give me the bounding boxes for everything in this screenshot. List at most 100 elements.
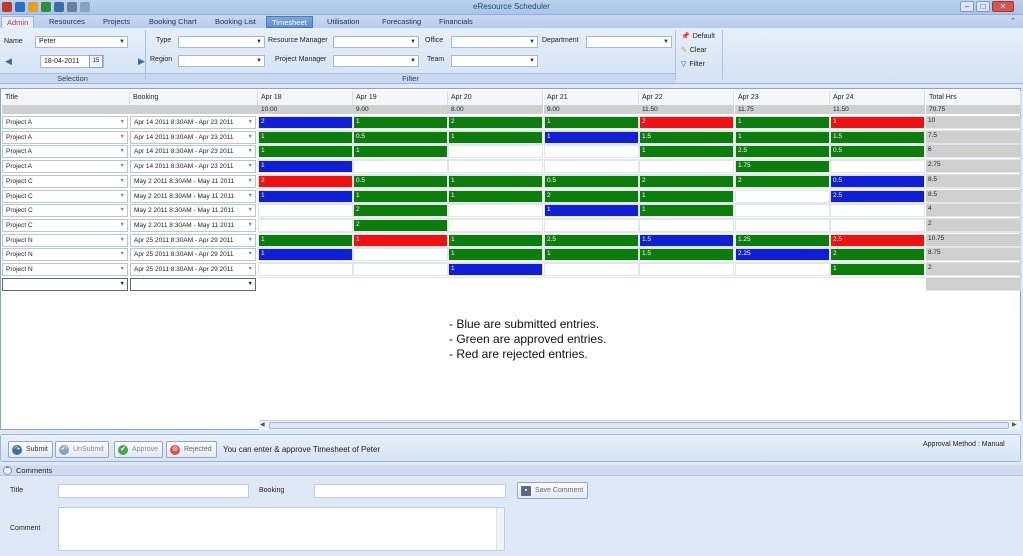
tab-booking-list[interactable]: Booking List xyxy=(215,17,256,26)
row-booking-select[interactable]: May 2 2011 8:30AM - May 11 2011 ▼ xyxy=(130,189,256,203)
hours-cell[interactable]: 1 xyxy=(448,189,543,203)
hours-cell[interactable] xyxy=(448,204,543,218)
new-row-booking-select[interactable]: ▼ xyxy=(130,277,256,291)
row-booking-select[interactable]: Apr 14 2011 8:30AM - Apr 23 2011 ▼ xyxy=(130,145,256,159)
hours-cell[interactable]: 1 xyxy=(544,116,639,129)
row-title-select[interactable]: Project A ▼ xyxy=(2,145,128,159)
hours-cell[interactable]: 1 xyxy=(544,204,639,218)
column-header-day[interactable]: Apr 20 xyxy=(448,91,543,105)
hours-cell[interactable]: 2 xyxy=(544,189,639,203)
hours-cell[interactable] xyxy=(639,218,734,232)
hours-cell[interactable] xyxy=(735,204,830,218)
hours-cell[interactable] xyxy=(258,218,353,232)
tab-timesheet[interactable]: Timesheet xyxy=(266,16,313,28)
hours-cell[interactable]: 2 xyxy=(258,116,353,129)
row-title-select[interactable]: Project N ▼ xyxy=(2,233,128,247)
comment-scrollbar[interactable] xyxy=(496,508,504,550)
tab-projects[interactable]: Projects xyxy=(103,17,131,26)
hours-cell[interactable]: 1 xyxy=(830,263,925,276)
hours-cell[interactable]: 2.5 xyxy=(735,145,830,159)
row-booking-select[interactable]: Apr 25 2011 8:30AM - Apr 29 2011 ▼ xyxy=(130,248,256,262)
row-title-select[interactable]: Project C ▼ xyxy=(2,189,128,203)
hours-cell[interactable] xyxy=(735,263,830,276)
column-header-day[interactable]: Apr 24 xyxy=(830,91,925,105)
column-header-day[interactable]: Apr 18 xyxy=(258,91,353,105)
hours-cell[interactable]: 1 xyxy=(353,189,448,203)
hours-cell[interactable] xyxy=(448,218,543,232)
hours-cell[interactable]: 2 xyxy=(353,204,448,218)
hours-cell[interactable]: 1 xyxy=(544,248,639,262)
column-header-day[interactable]: Apr 22 xyxy=(639,91,734,105)
hours-cell[interactable] xyxy=(353,160,448,174)
row-title-select[interactable]: Project A ▼ xyxy=(2,160,128,174)
hours-cell[interactable]: 1.5 xyxy=(830,130,925,144)
row-title-select[interactable]: Project A ▼ xyxy=(2,130,128,144)
hours-cell[interactable]: 2.25 xyxy=(735,248,830,262)
hours-cell[interactable]: 0.5 xyxy=(830,145,925,159)
hours-cell[interactable] xyxy=(830,218,925,232)
row-booking-select[interactable]: May 2 2011 8:30AM - May 11 2011 ▼ xyxy=(130,204,256,218)
hours-cell[interactable]: 2.5 xyxy=(830,233,925,247)
hours-cell[interactable]: 2.5 xyxy=(830,189,925,203)
hours-cell[interactable] xyxy=(544,218,639,232)
hours-cell[interactable]: 1 xyxy=(448,248,543,262)
approve-button[interactable]: ✔ Approve xyxy=(114,441,164,458)
hours-cell[interactable]: 1 xyxy=(258,248,353,262)
row-booking-select[interactable]: Apr 25 2011 8:30AM - Apr 29 2011 ▼ xyxy=(130,263,256,276)
chart-icon[interactable] xyxy=(41,2,51,12)
submit-button[interactable]: ↷ Submit xyxy=(8,441,53,458)
hours-cell[interactable]: 0.5 xyxy=(544,174,639,188)
column-header-day[interactable]: Apr 21 xyxy=(544,91,639,105)
ribbon-collapse-icon[interactable]: ⌃ xyxy=(1010,18,1016,25)
hours-cell[interactable]: 2 xyxy=(258,174,353,188)
column-header-day[interactable]: Apr 19 xyxy=(353,91,448,105)
hours-cell[interactable]: 1.25 xyxy=(735,233,830,247)
department-select[interactable]: ▼ xyxy=(586,36,672,48)
collapse-icon[interactable]: ⌃ xyxy=(3,466,12,475)
key-icon[interactable] xyxy=(28,2,38,12)
hours-cell[interactable]: 1 xyxy=(258,189,353,203)
hours-cell[interactable] xyxy=(639,160,734,174)
row-title-select[interactable]: Project C ▼ xyxy=(2,174,128,188)
hours-cell[interactable]: 1 xyxy=(735,130,830,144)
row-booking-select[interactable]: Apr 25 2011 8:30AM - Apr 29 2011 ▼ xyxy=(130,233,256,247)
unsubmit-button[interactable]: ↶ UnSubmit xyxy=(55,441,109,458)
hours-cell[interactable]: 1 xyxy=(448,233,543,247)
hours-cell[interactable]: 1 xyxy=(258,233,353,247)
app-icon[interactable] xyxy=(2,2,12,12)
hours-cell[interactable] xyxy=(544,160,639,174)
resource-manager-select[interactable]: ▼ xyxy=(333,36,419,48)
hours-cell[interactable]: 1.5 xyxy=(639,130,734,144)
scroll-thumb[interactable] xyxy=(269,422,1009,429)
hours-cell[interactable]: 2.5 xyxy=(544,233,639,247)
hours-cell[interactable]: 0.5 xyxy=(353,130,448,144)
hours-cell[interactable] xyxy=(353,263,448,276)
comments-header[interactable]: ⌃ Comments xyxy=(0,465,1023,476)
hours-cell[interactable] xyxy=(735,218,830,232)
tab-booking-chart[interactable]: Booking Chart xyxy=(149,17,197,26)
row-booking-select[interactable]: Apr 14 2011 8:30AM - Apr 23 2011 ▼ xyxy=(130,130,256,144)
scroll-left-icon[interactable]: ◀ xyxy=(260,422,265,428)
hours-cell[interactable]: 1 xyxy=(639,204,734,218)
hours-cell[interactable] xyxy=(830,160,925,174)
hours-cell[interactable]: 2 xyxy=(830,248,925,262)
name-select[interactable]: Peter ▼ xyxy=(35,36,128,48)
hours-cell[interactable] xyxy=(353,248,448,262)
horizontal-scrollbar[interactable]: ◀ ▶ xyxy=(259,420,1021,430)
hours-cell[interactable]: 1 xyxy=(258,145,353,159)
row-title-select[interactable]: Project N ▼ xyxy=(2,263,128,276)
hours-cell[interactable]: 1 xyxy=(258,160,353,174)
hours-cell[interactable] xyxy=(544,145,639,159)
date-field[interactable]: 18-04-2011 xyxy=(40,55,104,68)
tab-financials[interactable]: Financials xyxy=(439,17,473,26)
hours-cell[interactable]: 0.5 xyxy=(353,174,448,188)
clear-button[interactable]: ✎ Clear xyxy=(681,46,707,55)
project-manager-select[interactable]: ▼ xyxy=(333,55,419,67)
filter-button[interactable]: ▽ Filter xyxy=(681,60,705,69)
hours-cell[interactable] xyxy=(830,204,925,218)
new-row-title-select[interactable]: ▼ xyxy=(2,277,128,291)
customize-icon[interactable] xyxy=(80,2,90,12)
row-booking-select[interactable]: Apr 14 2011 8:30AM - Apr 23 2011 ▼ xyxy=(130,160,256,174)
hours-cell[interactable]: 1.5 xyxy=(639,233,734,247)
office-select[interactable]: ▼ xyxy=(451,36,538,48)
